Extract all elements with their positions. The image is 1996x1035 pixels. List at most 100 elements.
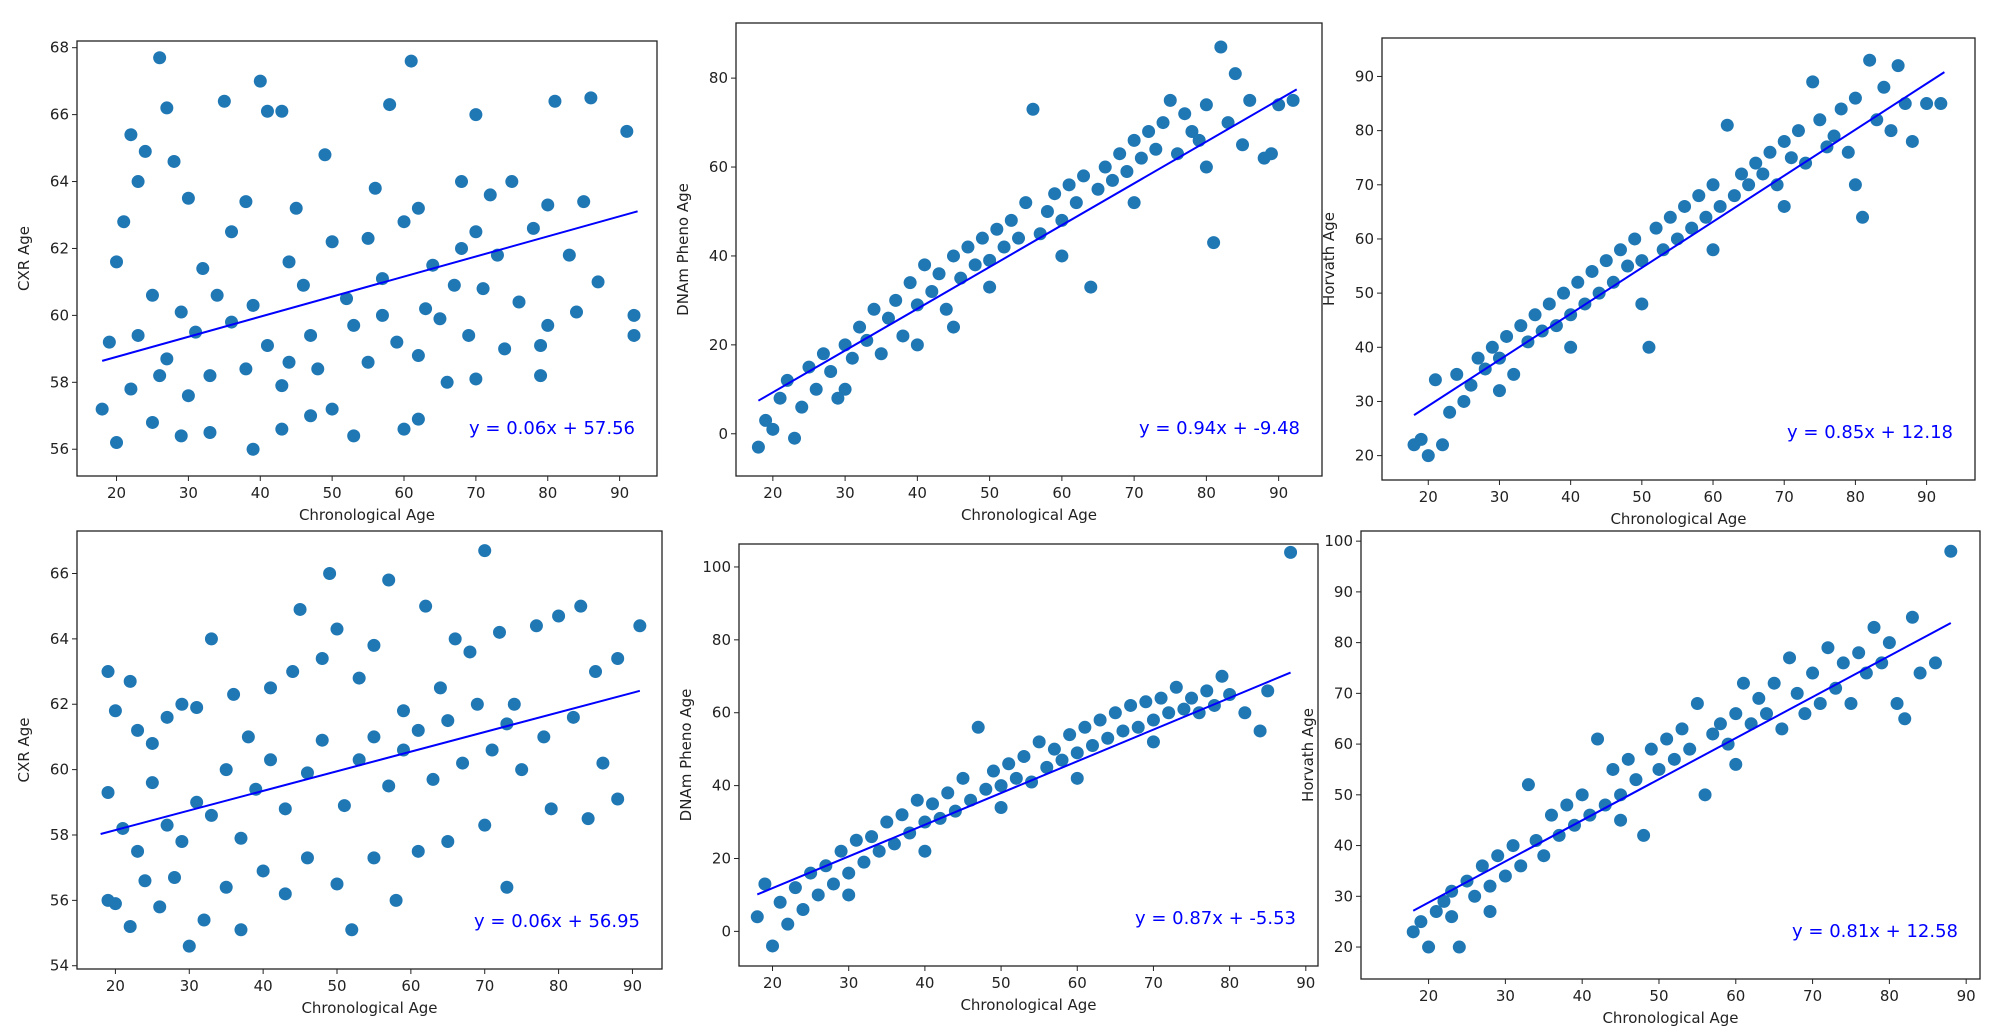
x-tick-label: 30 (839, 974, 858, 992)
data-point (1699, 210, 1713, 224)
data-point (574, 599, 588, 613)
data-point (874, 347, 888, 361)
x-tick-label: 40 (254, 977, 273, 995)
regression-line (1413, 71, 1945, 416)
y-tick-label: 40 (1334, 837, 1353, 855)
data-point (174, 305, 188, 319)
data-point (1452, 940, 1466, 954)
data-point (293, 602, 307, 616)
data-point (204, 808, 218, 822)
data-point (1062, 178, 1076, 192)
data-point (315, 651, 329, 665)
x-tick-label: 50 (1649, 987, 1668, 1005)
axes-frame (76, 40, 658, 477)
data-point (1798, 707, 1812, 721)
data-point (1492, 384, 1506, 398)
data-point (1564, 340, 1578, 354)
data-point (1134, 151, 1148, 165)
data-point (181, 191, 195, 205)
data-point (946, 249, 960, 263)
data-point (1706, 243, 1720, 257)
data-point (1457, 394, 1471, 408)
data-point (1870, 113, 1884, 127)
data-point (123, 920, 137, 934)
data-point (478, 544, 492, 558)
data-point (1905, 610, 1919, 624)
data-point (1108, 706, 1122, 720)
data-point (788, 431, 802, 445)
data-point (1706, 727, 1720, 741)
data-point (512, 295, 526, 309)
data-point (796, 903, 810, 917)
data-point (1692, 189, 1706, 203)
data-point (627, 308, 641, 322)
data-point (1113, 147, 1127, 161)
data-point (1784, 151, 1798, 165)
data-point (990, 222, 1004, 236)
data-point (941, 786, 955, 800)
regression-line (756, 671, 1291, 896)
data-point (1422, 940, 1436, 954)
data-point (1177, 702, 1191, 716)
x-axis-label: Chronological Age (1610, 510, 1746, 528)
data-point (1713, 199, 1727, 213)
y-tick-label: 100 (702, 558, 731, 576)
y-axis-label: CXR Age (15, 718, 33, 783)
data-point (627, 328, 641, 342)
points-group (750, 545, 1298, 953)
data-point (1069, 196, 1083, 210)
data-point (1483, 905, 1497, 919)
x-tick-label: 70 (1775, 488, 1794, 506)
data-point (311, 362, 325, 376)
data-point (1445, 910, 1459, 924)
y-tick-label: 40 (1355, 338, 1374, 356)
data-point (918, 258, 932, 272)
data-point (1243, 93, 1257, 107)
data-point (1637, 828, 1651, 842)
y-tick-label: 40 (709, 247, 728, 265)
data-point (1783, 651, 1797, 665)
data-point (1464, 378, 1478, 392)
data-point (1238, 706, 1252, 720)
data-point (1139, 695, 1153, 709)
data-point (1575, 788, 1589, 802)
data-point (278, 887, 292, 901)
data-point (903, 276, 917, 290)
y-tick-label: 60 (1355, 230, 1374, 248)
data-point (469, 372, 483, 386)
data-point (1644, 742, 1658, 756)
data-point (463, 645, 477, 659)
data-point (1813, 113, 1827, 127)
data-point (1613, 243, 1627, 257)
data-point (411, 844, 425, 858)
data-point (1221, 116, 1235, 130)
data-point (1116, 724, 1130, 738)
data-point (1491, 849, 1505, 863)
data-point (264, 753, 278, 767)
data-point (1742, 178, 1756, 192)
data-point (1735, 167, 1749, 181)
data-point (611, 792, 625, 806)
data-point (102, 335, 116, 349)
data-point (1009, 771, 1023, 785)
regression-line (1412, 622, 1952, 912)
x-axis-label: Chronological Age (299, 506, 435, 524)
data-point (1178, 107, 1192, 121)
data-point (1629, 773, 1643, 787)
data-point (175, 697, 189, 711)
data-point (1884, 124, 1898, 138)
y-tick-label: 30 (1334, 887, 1353, 905)
data-point (1450, 367, 1464, 381)
data-point (1544, 808, 1558, 822)
regression-equation: y = 0.85x + 12.18 (1787, 422, 1953, 443)
data-point (315, 733, 329, 747)
data-point (196, 262, 210, 276)
data-point (1048, 187, 1062, 201)
x-tick-label: 90 (1269, 484, 1288, 502)
data-point (918, 844, 932, 858)
x-tick-label: 80 (549, 977, 568, 995)
data-point (1890, 697, 1904, 711)
x-axis-label: Chronological Age (961, 506, 1097, 524)
x-tick-label: 70 (1803, 987, 1822, 1005)
regression-equation: y = 0.87x + -5.53 (1135, 908, 1296, 929)
